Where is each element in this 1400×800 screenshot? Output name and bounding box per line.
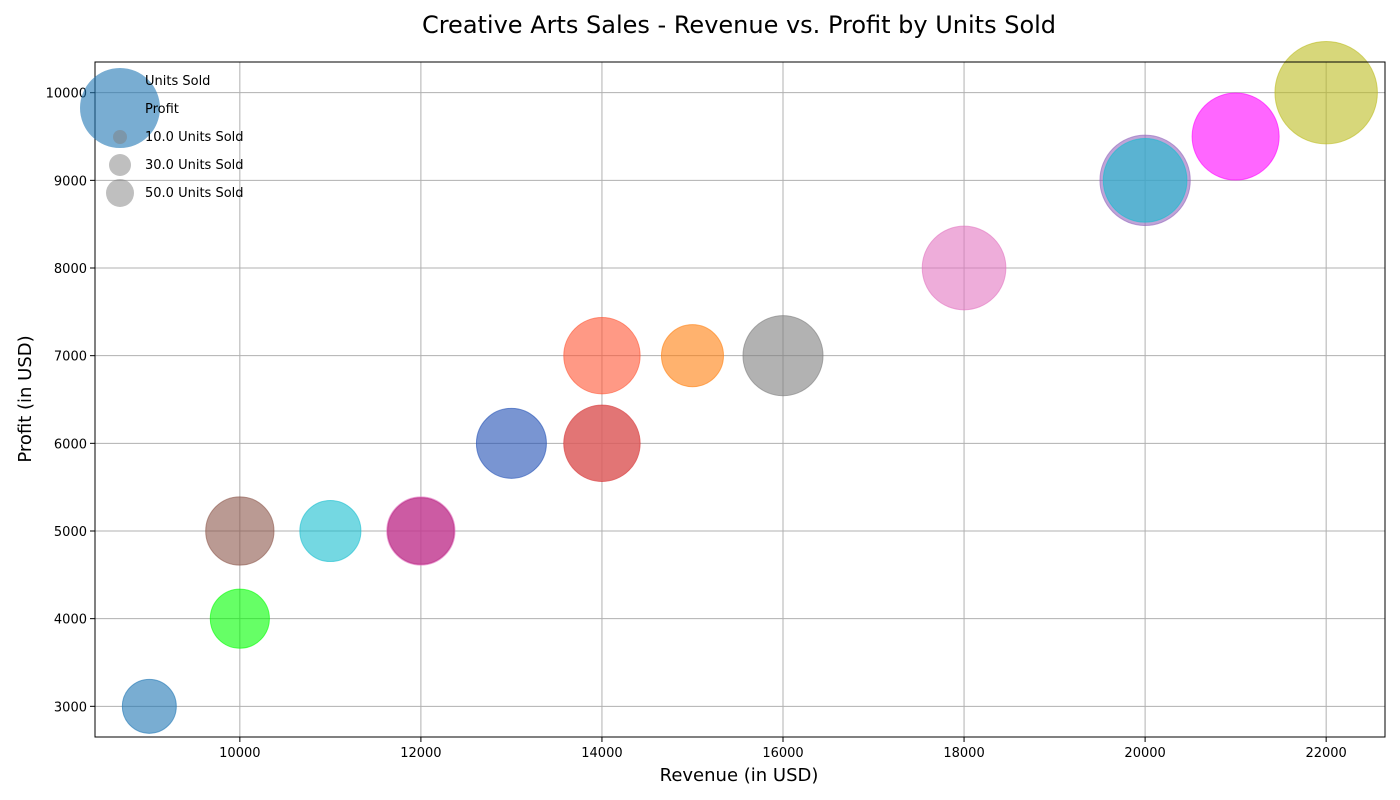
x-tick-label: 16000	[762, 746, 803, 761]
legend-label-30-units: 30.0 Units Sold	[145, 158, 244, 173]
y-ticks: 3000 4000 5000 6000 7000 8000 9000 10000	[46, 87, 95, 715]
y-tick-label: 6000	[54, 437, 87, 452]
y-tick-label: 3000	[54, 700, 87, 715]
y-tick-label: 5000	[54, 525, 87, 540]
grid	[95, 62, 1385, 737]
legend-marker-units-sold	[80, 68, 160, 148]
legend-label-50-units: 50.0 Units Sold	[145, 186, 244, 201]
bubble-point	[742, 315, 824, 397]
bubble-point	[921, 225, 1007, 311]
bubble-point	[1191, 92, 1280, 181]
x-tick-label: 14000	[581, 746, 622, 761]
chart-title: Creative Arts Sales - Revenue vs. Profit…	[422, 11, 1056, 39]
legend-marker-50-units	[106, 179, 134, 207]
bubble-point	[209, 588, 270, 649]
bubble-point	[475, 407, 547, 479]
x-tick-label: 10000	[219, 746, 260, 761]
legend-label-units-sold: Units Sold	[145, 74, 210, 89]
bubble-point	[121, 678, 177, 734]
x-tick-label: 22000	[1305, 746, 1346, 761]
y-tick-label: 10000	[46, 87, 87, 102]
legend-marker-30-units	[109, 154, 131, 176]
legend-label-profit: Profit	[145, 102, 179, 117]
bubble-point	[1274, 40, 1378, 145]
x-axis-label: Revenue (in USD)	[660, 765, 819, 786]
y-tick-label: 4000	[54, 613, 87, 628]
bubble-point	[387, 497, 455, 565]
y-tick-label: 7000	[54, 350, 87, 365]
x-tick-label: 18000	[943, 746, 984, 761]
legend-marker-10-units	[113, 130, 127, 144]
x-tick-label: 12000	[400, 746, 441, 761]
bubble-point	[299, 499, 362, 563]
y-tick-label: 9000	[54, 174, 87, 189]
bubbles	[121, 40, 1378, 734]
legend-label-10-units: 10.0 Units Sold	[145, 130, 244, 145]
bubble-point	[660, 324, 724, 388]
x-tick-label: 20000	[1124, 746, 1165, 761]
bubble-point	[563, 316, 641, 395]
legend: Units Sold Profit 10.0 Units Sold 30.0 U…	[80, 68, 244, 207]
bubble-point	[1102, 138, 1188, 223]
bubble-point	[564, 405, 640, 482]
y-axis-label: Profit (in USD)	[15, 335, 36, 462]
y-tick-label: 8000	[54, 262, 87, 277]
plot-frame	[94, 61, 1386, 738]
x-ticks: 10000 12000 14000 16000 18000 20000 22000	[219, 737, 1347, 761]
bubble-point	[205, 496, 275, 566]
